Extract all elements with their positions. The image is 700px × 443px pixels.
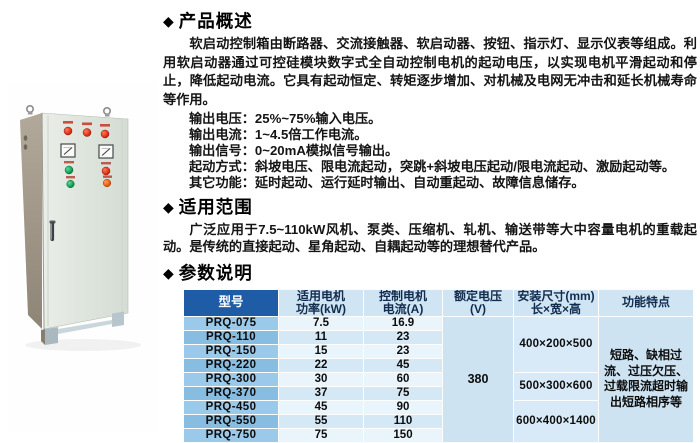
- current-cell: 16.9: [363, 315, 443, 331]
- model-cell: PRQ-110: [183, 329, 279, 345]
- current-cell: 23: [363, 329, 443, 345]
- model-cell: PRQ-750: [183, 427, 279, 443]
- power-cell: 45: [278, 399, 364, 415]
- table-row: PRQ-300 30 60 500×300×600: [183, 371, 694, 401]
- current-cell: 75: [363, 385, 443, 401]
- diamond-icon: ◆: [163, 264, 174, 281]
- parameters-table: 型号 适用电机 功率(kW) 控制电机 电流(A) 额定电压 (V) 安装尺寸(…: [183, 288, 694, 443]
- spec-list: 输出电压：25%~75%输入电压。 输出电流：1~4.5倍工作电流。 输出信号：…: [163, 111, 697, 191]
- model-cell: PRQ-150: [183, 343, 279, 359]
- diamond-icon: ◆: [163, 198, 174, 215]
- button-green: [66, 176, 75, 189]
- current-cell: 23: [363, 343, 443, 359]
- indicator-lamp-red: [63, 121, 73, 136]
- power-cell: 11: [278, 329, 364, 345]
- current-cell: 110: [363, 413, 443, 429]
- model-cell: PRQ-550: [183, 413, 279, 429]
- power-cell: 55: [278, 413, 364, 429]
- door-handle: [49, 220, 56, 241]
- section-title-overview: ◆ 产品概述: [163, 10, 697, 32]
- cabinet-foot: [45, 327, 58, 345]
- control-cabinet-illustration: [20, 104, 141, 351]
- section-parameters: ◆ 参数说明 型号 适用电机 功率(kW) 控制电机 电流(A) 额定电压 (V…: [163, 262, 697, 443]
- header-motor-current: 控制电机 电流(A): [363, 288, 443, 317]
- spec-line-output-voltage: 输出电压：25%~75%输入电压。: [189, 111, 382, 126]
- section-scope: ◆ 适用范围 广泛应用于7.5~110kW风机、泵类、压缩机、轧机、输送带等大中…: [163, 196, 697, 255]
- section-title-scope: ◆ 适用范围: [163, 196, 697, 218]
- current-cell: 150: [363, 427, 443, 443]
- cabinet-foot: [41, 329, 45, 345]
- panel-meter: [98, 144, 114, 159]
- dimensions-cell: 500×300×600: [513, 371, 599, 401]
- power-cell: 75: [278, 427, 364, 443]
- indicator-lamp-red: [82, 122, 92, 137]
- dimensions-cell: 600×400×1400: [513, 399, 599, 443]
- door-seam: [41, 112, 45, 330]
- indicator-lamp-red: [100, 124, 110, 139]
- indicator-lamp-red: [101, 162, 111, 176]
- spec-line-output-current: 输出电流：1~4.5倍工作电流。: [189, 126, 368, 142]
- scope-paragraph: 广泛应用于7.5~110kW风机、泵类、压缩机、轧机、输送带等大中容量电机的重载…: [163, 221, 697, 254]
- section-title-text: 产品概述: [178, 11, 253, 31]
- cabinet-foot: [112, 311, 124, 327]
- header-rated-voltage: 额定电压 (V): [442, 288, 514, 317]
- model-cell: PRQ-075: [183, 315, 279, 331]
- header-motor-power: 适用电机 功率(kW): [278, 288, 364, 317]
- content-column: ◆ 产品概述 软启动控制箱由断路器、交流接触器、软启动器、按钮、指示灯、显示仪表…: [163, 10, 697, 443]
- current-cell: 45: [363, 357, 443, 373]
- header-mounting-size: 安装尺寸(mm) 长×宽×高: [513, 288, 599, 317]
- dimensions-cell: 400×200×500: [513, 315, 599, 373]
- current-cell: 60: [363, 371, 443, 387]
- section-title-text: 适用范围: [178, 196, 253, 217]
- table-header-row: 型号 适用电机 功率(kW) 控制电机 电流(A) 额定电压 (V) 安装尺寸(…: [183, 288, 694, 317]
- power-cell: 37: [278, 385, 364, 401]
- header-features: 功能特点: [598, 288, 694, 317]
- lifting-eyebolt-icon: [25, 104, 112, 117]
- side-vent-icon: [23, 135, 28, 141]
- power-cell: 15: [278, 343, 364, 359]
- side-vent-icon: [23, 144, 28, 150]
- product-photo: [8, 82, 158, 432]
- header-model: 型号: [183, 288, 279, 317]
- table-row: PRQ-220 22 45: [183, 357, 694, 373]
- spec-line-output-signal: 输出信号：0~20mA模拟信号输出。: [189, 142, 399, 158]
- power-cell: 7.5: [278, 315, 364, 331]
- section-overview: ◆ 产品概述 软启动控制箱由断路器、交流接触器、软启动器、按钮、指示灯、显示仪表…: [163, 10, 697, 191]
- datasheet-page: ◆ 产品概述 软启动控制箱由断路器、交流接触器、软启动器、按钮、指示灯、显示仪表…: [8, 11, 697, 443]
- spec-line-other-functions: 其它功能：延时起动、运行延时输出、自动重起动、故障信息储存。: [189, 174, 585, 190]
- indicator-lamp-green: [64, 161, 74, 175]
- cabinet-side-panel: [20, 113, 42, 329]
- model-cell: PRQ-450: [183, 399, 279, 415]
- panel-meter: [60, 143, 76, 158]
- features-cell: 短路、缺相过流、过压欠压、过载限流超时输出短路相序等: [598, 315, 694, 443]
- table-row: PRQ-075 7.5 16.9 380 400×200×500 短路、缺相过流…: [183, 315, 694, 443]
- spec-line-start-modes: 起动方式：斜坡电压、限电流起动，突跳+斜坡电压起动/限电流起动、激励起动等。: [189, 158, 676, 174]
- voltage-cell: 380: [442, 315, 514, 443]
- model-cell: PRQ-300: [183, 371, 279, 387]
- overview-paragraph: 软启动控制箱由断路器、交流接触器、软启动器、按钮、指示灯、显示仪表等组成。利用软…: [163, 36, 697, 107]
- cabinet-skirt: [58, 320, 112, 334]
- power-cell: 30: [278, 371, 364, 387]
- model-cell: PRQ-370: [183, 385, 279, 401]
- current-cell: 90: [363, 399, 443, 415]
- diamond-icon: ◆: [163, 13, 174, 29]
- section-title-parameters: ◆ 参数说明: [163, 262, 697, 284]
- model-cell: PRQ-220: [183, 357, 279, 373]
- power-cell: 22: [278, 357, 364, 373]
- section-title-text: 参数说明: [178, 262, 253, 283]
- button-orange: [102, 175, 112, 188]
